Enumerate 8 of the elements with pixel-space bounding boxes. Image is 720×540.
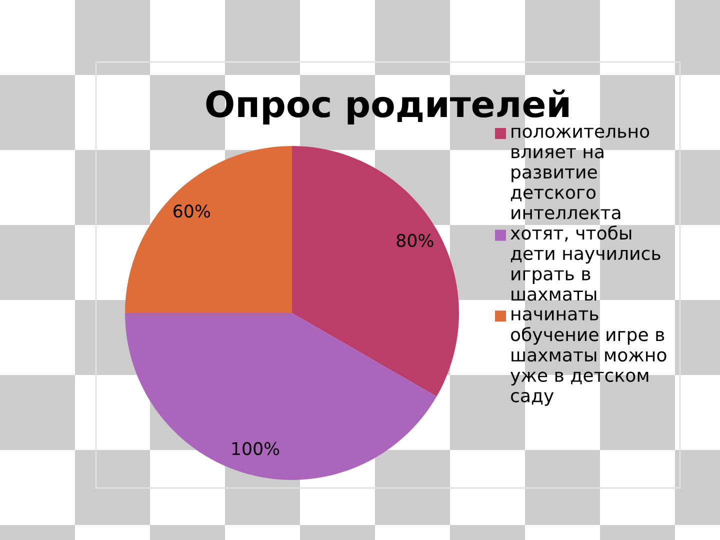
pie-slice <box>125 146 292 313</box>
data-label: 60% <box>174 204 210 218</box>
chart-title: Опрос родителей <box>206 89 568 125</box>
data-label: 100% <box>232 442 280 456</box>
pie-slice <box>125 313 437 480</box>
data-label: 80% <box>396 234 434 248</box>
legend-label: начинать обучение игре в шахматы можно уже в детском саду <box>510 310 666 406</box>
pie-slice <box>292 146 459 396</box>
